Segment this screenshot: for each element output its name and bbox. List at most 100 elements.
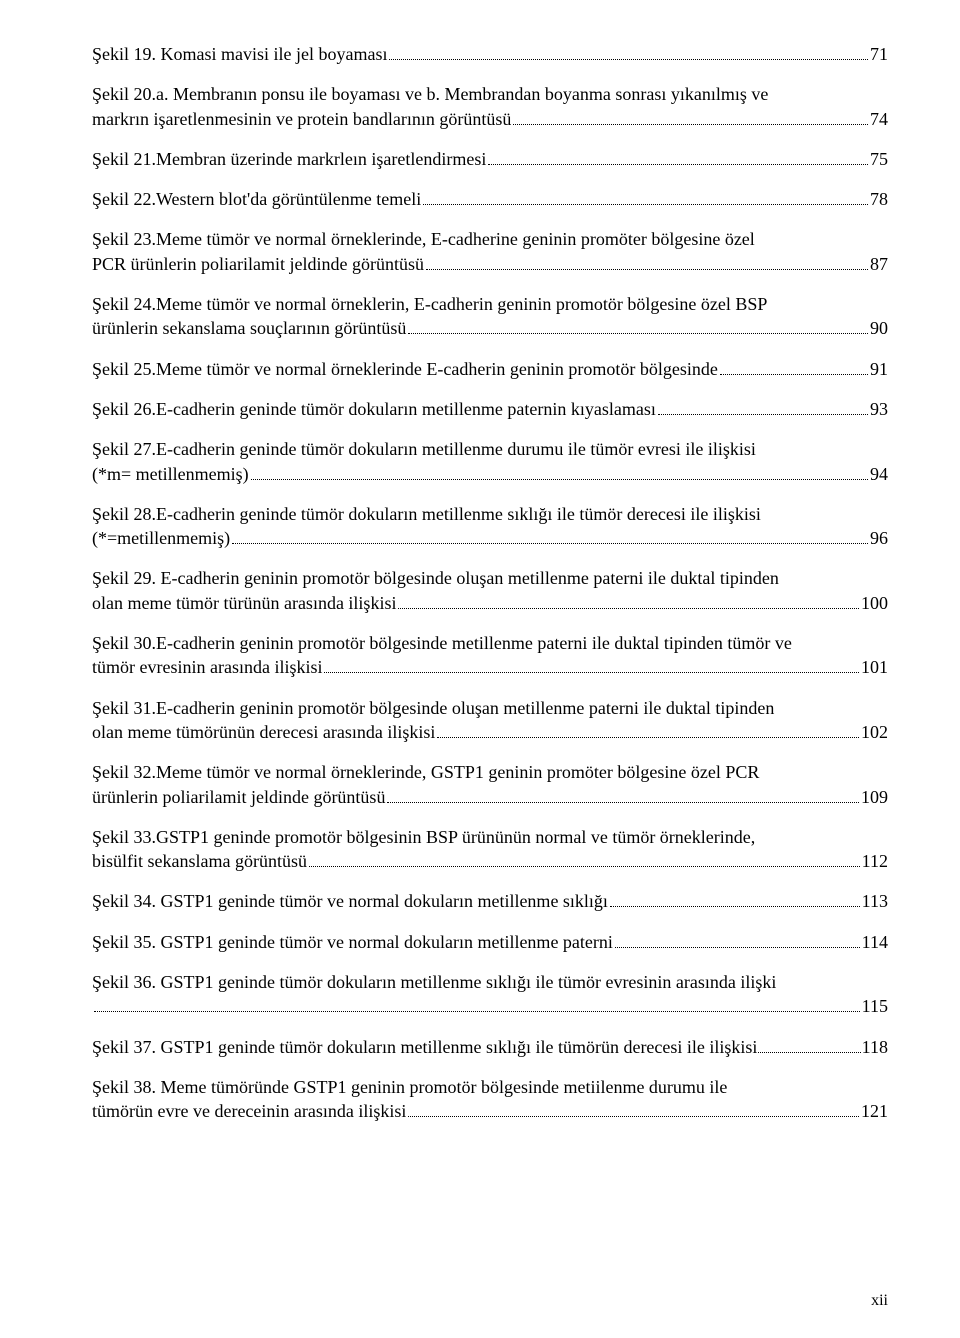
toc-page-number: 96 xyxy=(870,526,888,550)
leader-dots xyxy=(513,108,868,124)
toc-entry-line: Şekil 21.Membran üzerinde markrleın işar… xyxy=(92,147,888,171)
toc-entry-text: Şekil 22.Western blot'da görüntülenme te… xyxy=(92,187,421,211)
leader-dots xyxy=(389,44,868,60)
leader-dots xyxy=(615,932,860,948)
leader-dots xyxy=(232,528,868,544)
toc-entry-line: Şekil 26.E-cadherin geninde tümör dokula… xyxy=(92,397,888,421)
toc-entry-text: ürünlerin poliarilamit jeldinde görüntüs… xyxy=(92,785,385,809)
leader-dots xyxy=(758,1036,860,1052)
toc-entry-line: Şekil 19. Komasi mavisi ile jel boyaması… xyxy=(92,42,888,66)
toc-entry-text: PCR ürünlerin poliarilamit jeldinde görü… xyxy=(92,252,424,276)
toc-page-number: 109 xyxy=(861,785,888,809)
toc-entry-text: tümör evresinin arasında ilişkisi xyxy=(92,655,322,679)
toc-entry: Şekil 24.Meme tümör ve normal örneklerin… xyxy=(92,292,888,341)
toc-entry-line: markrın işaretlenmesinin ve protein band… xyxy=(92,107,888,131)
toc-entry-text: Şekil 30.E-cadherin geninin promotör böl… xyxy=(92,631,888,655)
toc-entry-line: olan meme tümörünün derecesi arasında il… xyxy=(92,720,888,744)
leader-dots xyxy=(720,358,868,374)
toc-entry-text: Şekil 38. Meme tümöründe GSTP1 geninin p… xyxy=(92,1075,888,1099)
toc-entry-text: markrın işaretlenmesinin ve protein band… xyxy=(92,107,511,131)
toc-entry-text: tümörün evre ve dereceinin arasında iliş… xyxy=(92,1099,406,1123)
leader-dots xyxy=(94,996,860,1012)
toc-entry-line: Şekil 35. GSTP1 geninde tümör ve normal … xyxy=(92,930,888,954)
toc-entry-text: Şekil 21.Membran üzerinde markrleın işar… xyxy=(92,147,486,171)
leader-dots xyxy=(408,1101,859,1117)
toc-entry-line: bisülfit sekanslama görüntüsü 112 xyxy=(92,849,888,873)
toc-entry-text: (*=metillenmemiş) xyxy=(92,526,230,550)
toc-entry: Şekil 25.Meme tümör ve normal örneklerin… xyxy=(92,357,888,381)
toc-entry-text: olan meme tümör türünün arasında ilişkis… xyxy=(92,591,396,615)
toc-page-number: 74 xyxy=(870,107,888,131)
toc-entry: Şekil 34. GSTP1 geninde tümör ve normal … xyxy=(92,889,888,913)
toc-entry: Şekil 26.E-cadherin geninde tümör dokula… xyxy=(92,397,888,421)
toc-entry: Şekil 28.E-cadherin geninde tümör dokula… xyxy=(92,502,888,551)
toc-entry-text: (*m= metillenmemiş) xyxy=(92,462,249,486)
leader-dots xyxy=(437,722,859,738)
leader-dots xyxy=(251,463,868,479)
toc-entry: Şekil 20.a. Membranın ponsu ile boyaması… xyxy=(92,82,888,131)
toc-page-number: 78 xyxy=(870,187,888,211)
toc-entry-line: ürünlerin sekanslama souçlarının görüntü… xyxy=(92,316,888,340)
toc-page-number: 112 xyxy=(862,849,888,873)
toc-page-number: 93 xyxy=(870,397,888,421)
toc-entry-text: Şekil 26.E-cadherin geninde tümör dokula… xyxy=(92,397,656,421)
toc-page-number: 90 xyxy=(870,316,888,340)
toc-page-number: 91 xyxy=(870,357,888,381)
toc-entry-text: Şekil 23.Meme tümör ve normal örneklerin… xyxy=(92,227,888,251)
toc-entry: Şekil 38. Meme tümöründe GSTP1 geninin p… xyxy=(92,1075,888,1124)
toc-entry-line: Şekil 37. GSTP1 geninde tümör dokuların … xyxy=(92,1035,888,1059)
toc-entry-text: bisülfit sekanslama görüntüsü xyxy=(92,849,307,873)
toc-entry: Şekil 36. GSTP1 geninde tümör dokuların … xyxy=(92,970,888,1019)
toc-entry-text: Şekil 33.GSTP1 geninde promotör bölgesin… xyxy=(92,825,888,849)
toc-entry: Şekil 33.GSTP1 geninde promotör bölgesin… xyxy=(92,825,888,874)
leader-dots xyxy=(324,657,859,673)
toc-entry-text: Şekil 27.E-cadherin geninde tümör dokula… xyxy=(92,437,888,461)
toc-entry: Şekil 23.Meme tümör ve normal örneklerin… xyxy=(92,227,888,276)
toc-entry-text: olan meme tümörünün derecesi arasında il… xyxy=(92,720,435,744)
toc-entry: Şekil 35. GSTP1 geninde tümör ve normal … xyxy=(92,930,888,954)
toc-page-number: 102 xyxy=(861,720,888,744)
toc-entry-line: (*=metillenmemiş) 96 xyxy=(92,526,888,550)
toc-entry: Şekil 37. GSTP1 geninde tümör dokuların … xyxy=(92,1035,888,1059)
leader-dots xyxy=(398,593,859,609)
toc-entry-text: Şekil 31.E-cadherin geninin promotör böl… xyxy=(92,696,888,720)
toc-entry: Şekil 31.E-cadherin geninin promotör böl… xyxy=(92,696,888,745)
toc-page-number: 75 xyxy=(870,147,888,171)
toc-page-number: 87 xyxy=(870,252,888,276)
toc-page-number: 115 xyxy=(862,994,888,1018)
leader-dots xyxy=(408,318,868,334)
toc-entry-line: 115 xyxy=(92,994,888,1018)
toc-entry-line: olan meme tümör türünün arasında ilişkis… xyxy=(92,591,888,615)
toc-entry: Şekil 32.Meme tümör ve normal örneklerin… xyxy=(92,760,888,809)
toc-page-number: 100 xyxy=(861,591,888,615)
leader-dots xyxy=(658,399,868,415)
toc-entry: Şekil 29. E-cadherin geninin promotör bö… xyxy=(92,566,888,615)
toc-page-number: 118 xyxy=(862,1035,888,1059)
toc-entry-line: ürünlerin poliarilamit jeldinde görüntüs… xyxy=(92,785,888,809)
page-number: xii xyxy=(871,1292,888,1310)
toc-entry-text: Şekil 24.Meme tümör ve normal örneklerin… xyxy=(92,292,888,316)
toc-entry-text: Şekil 25.Meme tümör ve normal örneklerin… xyxy=(92,357,718,381)
toc-entry: Şekil 22.Western blot'da görüntülenme te… xyxy=(92,187,888,211)
leader-dots xyxy=(488,149,868,165)
toc-page-number: 114 xyxy=(862,930,888,954)
toc-entry-line: Şekil 34. GSTP1 geninde tümör ve normal … xyxy=(92,889,888,913)
toc-entry-text: Şekil 36. GSTP1 geninde tümör dokuların … xyxy=(92,970,888,994)
figures-list: Şekil 19. Komasi mavisi ile jel boyaması… xyxy=(92,42,888,1124)
toc-entry: Şekil 19. Komasi mavisi ile jel boyaması… xyxy=(92,42,888,66)
leader-dots xyxy=(423,189,868,205)
toc-page-number: 94 xyxy=(870,462,888,486)
leader-dots xyxy=(309,851,860,867)
toc-entry-line: Şekil 22.Western blot'da görüntülenme te… xyxy=(92,187,888,211)
leader-dots xyxy=(426,254,868,270)
toc-entry-text: Şekil 29. E-cadherin geninin promotör bö… xyxy=(92,566,888,590)
toc-entry-line: PCR ürünlerin poliarilamit jeldinde görü… xyxy=(92,252,888,276)
leader-dots xyxy=(610,891,860,907)
toc-entry: Şekil 21.Membran üzerinde markrleın işar… xyxy=(92,147,888,171)
toc-entry-text: Şekil 20.a. Membranın ponsu ile boyaması… xyxy=(92,82,888,106)
toc-entry-text: Şekil 19. Komasi mavisi ile jel boyaması xyxy=(92,42,387,66)
toc-entry-line: tümörün evre ve dereceinin arasında iliş… xyxy=(92,1099,888,1123)
toc-entry-line: tümör evresinin arasında ilişkisi 101 xyxy=(92,655,888,679)
toc-page-number: 101 xyxy=(861,655,888,679)
toc-entry-text: Şekil 35. GSTP1 geninde tümör ve normal … xyxy=(92,930,613,954)
